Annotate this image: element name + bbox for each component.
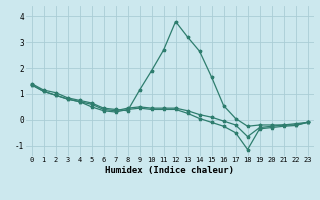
X-axis label: Humidex (Indice chaleur): Humidex (Indice chaleur) bbox=[105, 166, 234, 175]
